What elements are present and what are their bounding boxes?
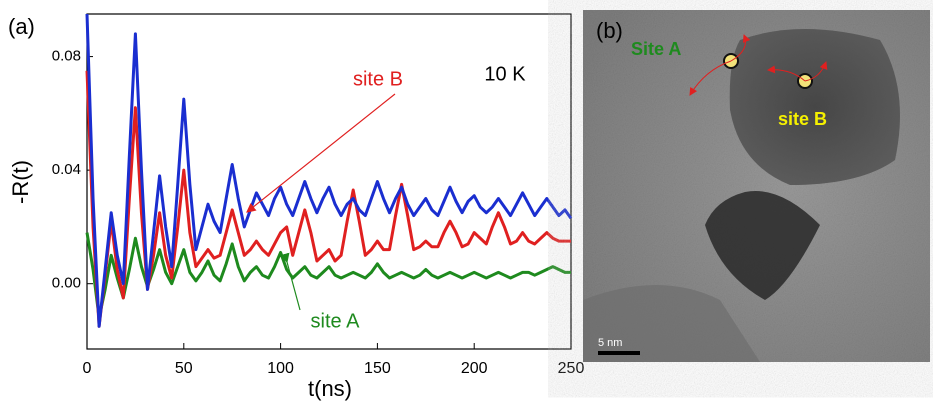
annotation-arrow [246, 93, 396, 213]
crystal [705, 190, 820, 300]
x-tick-label: 100 [267, 360, 294, 377]
y-tick-label: 0.04 [52, 161, 81, 178]
arrow [730, 34, 751, 62]
series-line [85, 232, 571, 320]
arrow [804, 61, 828, 82]
series-line [85, 70, 571, 328]
plot-area: 0 50 100 150 200 250 0.00 0.04 0.08 [52, 13, 585, 377]
panel-label: (b) [596, 18, 623, 43]
chart-panel: 0 50 100 150 200 250 0.00 0.04 0.08 (a) 10 K sit… [8, 13, 585, 401]
x-tick-label: 200 [461, 360, 488, 377]
tem-image: (b) Site A site B 5 nm [583, 10, 930, 362]
site-label: site B [778, 109, 827, 129]
image-shadow [583, 285, 760, 362]
scale-bar [598, 351, 640, 355]
annotation: 10 K [484, 63, 526, 85]
crystal [729, 29, 900, 185]
y-tick-label: 0.08 [52, 48, 81, 65]
plot-frame [86, 13, 572, 350]
scale-bar-label: 5 nm [598, 337, 622, 349]
y-axis-label: -R(t) [8, 160, 33, 204]
series-line [85, 13, 573, 328]
x-axis-label: t(ns) [308, 376, 352, 401]
annotation: site A [311, 310, 361, 332]
x-tick-label: 150 [364, 360, 391, 377]
site-label: Site A [631, 39, 681, 59]
x-tick-label: 50 [175, 360, 193, 377]
x-tick-label: 250 [558, 360, 585, 377]
y-tick-label: 0.00 [52, 275, 81, 292]
annotation: site B [353, 68, 403, 90]
x-tick-label: 0 [83, 360, 92, 377]
annotation-arrow [280, 252, 301, 311]
panel-label: (a) [8, 14, 35, 39]
arrow [689, 60, 732, 96]
arrow [767, 65, 806, 82]
